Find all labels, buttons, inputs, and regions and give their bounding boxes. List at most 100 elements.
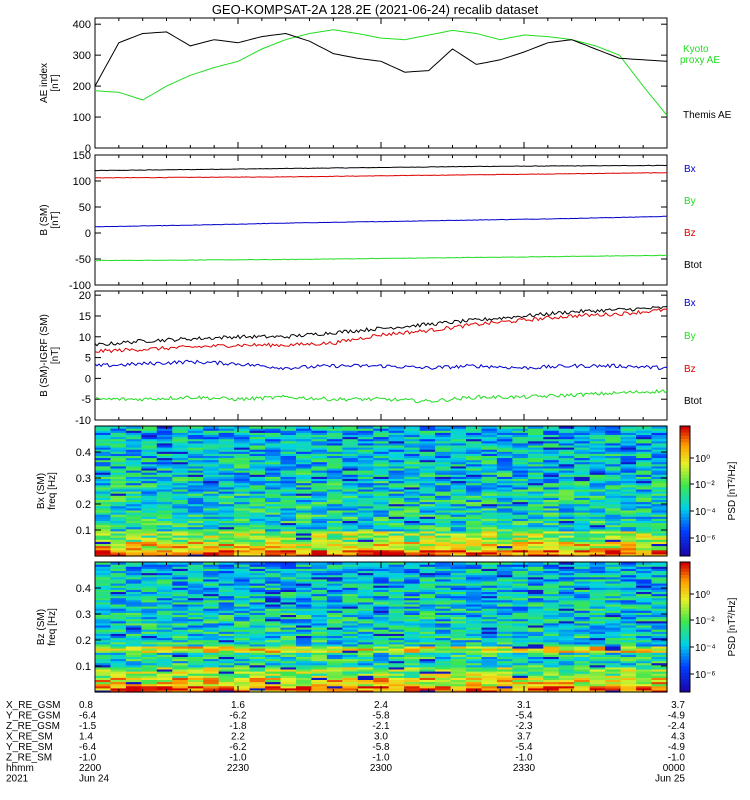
spectrogram-cell <box>450 687 467 691</box>
spectrogram-cell <box>435 568 452 571</box>
spectrogram-cell <box>574 524 591 528</box>
spectrogram-cell <box>605 673 622 676</box>
spectrogram-cell <box>589 648 606 651</box>
spectrogram-cell <box>172 539 189 542</box>
spectrogram-cell <box>280 612 297 615</box>
spectrogram-cell <box>512 662 529 666</box>
spectrogram-cell <box>404 493 421 496</box>
spectrogram-cell <box>187 608 204 611</box>
spectrogram-cell <box>435 629 452 632</box>
spectrogram-cell <box>311 595 328 599</box>
spectrogram-cell <box>110 648 127 651</box>
spectrogram-cell <box>280 465 297 469</box>
spectrogram-cell <box>187 505 204 509</box>
spectrogram-cell <box>357 518 374 521</box>
spectrogram-cell <box>636 689 653 693</box>
spectrogram-cell <box>512 629 529 632</box>
spectrogram-cell <box>203 614 220 618</box>
spectrogram-cell <box>311 543 328 547</box>
spectrogram-cell <box>589 505 606 509</box>
spectrogram-cell <box>249 535 266 538</box>
spectrogram-cell <box>326 532 343 536</box>
spectrogram-cell <box>373 650 390 653</box>
legend-label: Kyoto <box>683 44 709 55</box>
spectrogram-cell <box>172 436 189 440</box>
spectrogram-cell <box>249 689 266 693</box>
spectrogram-cell <box>326 472 343 475</box>
spectrogram-cell <box>156 568 173 571</box>
spectrogram-cell <box>589 585 606 588</box>
spectrogram-cell <box>574 553 591 557</box>
spectrogram-cell <box>481 593 498 597</box>
spectrogram-cell <box>280 637 297 641</box>
spectrogram-cell <box>388 535 405 538</box>
spectrogram-cell <box>265 599 282 603</box>
spectrogram-cell <box>125 658 142 662</box>
spectrogram-cell <box>636 467 653 471</box>
spectrogram-cell <box>605 455 622 459</box>
spectrogram-cell <box>110 671 127 674</box>
spectrogram-cell <box>326 683 343 687</box>
spectrogram-cell <box>636 595 653 599</box>
spectrogram-cell <box>218 633 235 636</box>
spectrogram-cell <box>249 430 266 433</box>
spectrogram-cell <box>125 535 142 538</box>
spectrogram-cell <box>466 679 483 683</box>
spectrogram-cell <box>651 685 668 689</box>
spectrogram-cell <box>605 501 622 505</box>
spectrogram-cell <box>636 681 653 685</box>
spectrogram-cell <box>651 574 668 578</box>
spectrogram-cell <box>450 606 467 609</box>
spectrogram-cell <box>156 601 173 605</box>
spectrogram-cell <box>543 428 560 431</box>
spectrogram-cell <box>651 522 668 526</box>
spectrogram-cell <box>558 430 575 433</box>
spectrogram-cell <box>187 444 204 448</box>
spectrogram-cell <box>249 660 266 664</box>
spectrogram-cell <box>481 482 498 486</box>
spectrogram-cell <box>574 505 591 509</box>
spectrogram-cell <box>141 633 158 636</box>
spectrogram-cell <box>218 639 235 643</box>
spectrogram-cell <box>450 467 467 471</box>
spectrogram-cell <box>280 434 297 438</box>
spectrogram-cell <box>636 562 653 565</box>
spectrogram-cell <box>388 484 405 488</box>
spectrogram-cell <box>125 576 142 580</box>
spectrogram-cell <box>419 660 436 664</box>
spectrogram-cell <box>388 530 405 534</box>
spectrogram-cell <box>265 683 282 687</box>
spectrogram-cell <box>636 497 653 500</box>
spectrogram-cell <box>527 444 544 448</box>
spectrogram-cell <box>651 518 668 521</box>
spectrogram-cell <box>651 543 668 547</box>
spectrogram-cell <box>249 624 266 628</box>
spectrogram-cell <box>203 568 220 571</box>
spectrogram-cell <box>589 474 606 477</box>
spectrogram-cell <box>574 507 591 511</box>
spectrogram-cell <box>357 432 374 435</box>
spectrogram-cell <box>125 564 142 567</box>
spectrogram-cell <box>388 547 405 551</box>
spectrogram-cell <box>95 509 112 513</box>
spectrogram-cell <box>527 574 544 578</box>
spectrogram-cell <box>110 467 127 471</box>
spectrogram-cell <box>296 520 313 524</box>
spectrogram-cell <box>95 664 112 668</box>
spectrogram-cell <box>435 606 452 609</box>
spectrogram-cell <box>605 453 622 456</box>
spectrogram-cell <box>172 493 189 496</box>
spectrogram-cell <box>466 683 483 687</box>
spectrogram-cell <box>605 470 622 473</box>
spectrogram-cell <box>342 436 359 440</box>
legend-label: Bz <box>684 228 696 239</box>
spectrogram-cell <box>373 491 390 494</box>
spectrogram-cell <box>357 656 374 660</box>
spectrogram-cell <box>203 499 220 503</box>
spectrogram-cell <box>481 633 498 636</box>
spectrogram-cell <box>543 601 560 605</box>
spectrogram-cell <box>357 576 374 580</box>
spectrogram-cell <box>296 457 313 461</box>
spectrogram-cell <box>110 650 127 653</box>
spectrogram-cell <box>357 591 374 595</box>
